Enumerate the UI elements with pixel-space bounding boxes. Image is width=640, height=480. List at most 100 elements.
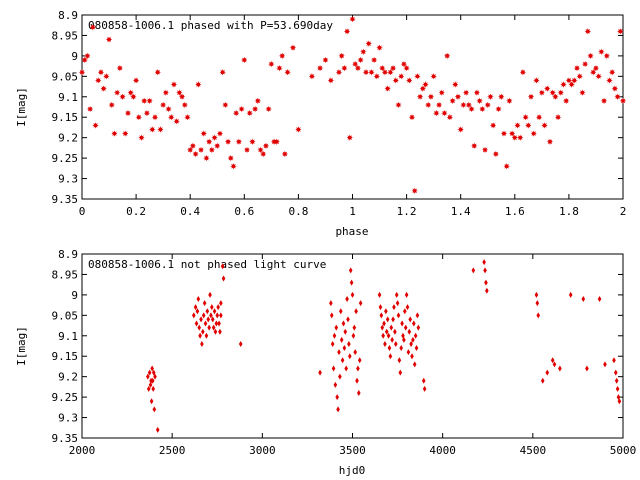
unphased-data-point (485, 287, 489, 294)
phased-data-point (495, 105, 502, 113)
unphased-data-point (405, 304, 410, 311)
phased-data-point (149, 126, 156, 133)
phased-data-point (395, 101, 402, 109)
phased-data-point (403, 64, 410, 72)
unphased-data-point (339, 336, 344, 343)
unphased-data-point (217, 320, 221, 327)
phased-data-point (187, 146, 194, 154)
phased-y-axis-label: I[mag] (15, 87, 28, 127)
phased-data-point (95, 77, 102, 84)
unphased-data-point (393, 328, 397, 335)
phased-data-point (573, 64, 581, 72)
phased-data-point (576, 73, 583, 80)
unphased-data-point (383, 340, 387, 347)
unphased-data-point (391, 316, 395, 323)
unphased-data-point (335, 394, 339, 401)
phased-data-point (587, 52, 594, 60)
phased-data-point (441, 109, 448, 117)
unphased-data-point (357, 357, 362, 364)
phased-data-point (81, 56, 88, 64)
phased-data-point (476, 97, 483, 105)
phased-data-point (433, 109, 440, 117)
phased-data-point (178, 93, 186, 100)
unphased-data-point (413, 332, 418, 339)
phased-data-point (251, 105, 259, 113)
phased-data-point (457, 126, 464, 133)
phased-data-point (492, 150, 500, 158)
phased-y-tick-label: 9.25 (52, 152, 79, 165)
unphased-data-point (318, 369, 322, 376)
unphased-data-point (390, 336, 394, 343)
phased-data-point (430, 73, 437, 80)
phased-data-point (544, 85, 551, 92)
unphased-data-point (534, 291, 539, 298)
phased-data-point (603, 52, 610, 60)
unphased-light-curve-panel: 080858-1006.1 not phased light curve hjd… (15, 248, 636, 477)
phased-data-point (184, 114, 191, 121)
phased-data-point (122, 130, 129, 137)
phased-data-point (224, 138, 232, 145)
phased-data-point (571, 77, 578, 84)
phased-y-tick-label: 9.35 (52, 193, 79, 206)
unphased-data-point (149, 398, 154, 405)
unphased-data-point (412, 361, 417, 368)
phased-data-point (425, 101, 432, 109)
phased-data-point (197, 146, 205, 154)
unphased-data-point (147, 369, 152, 376)
phased-data-point (454, 93, 462, 100)
unphased-data-point (338, 308, 343, 315)
phased-data-point (268, 60, 275, 68)
phased-data-point (435, 101, 443, 109)
unphased-data-point (414, 345, 419, 352)
unphased-x-tick-label: 3500 (339, 444, 366, 457)
unphased-data-point (209, 312, 213, 319)
phased-data-point (370, 56, 378, 64)
phased-data-point (500, 130, 508, 137)
unphased-data-point (471, 267, 476, 274)
unphased-data-point (385, 316, 390, 323)
unphased-data-point (146, 373, 150, 380)
unphased-data-point (357, 390, 361, 397)
unphased-data-point (355, 377, 359, 384)
unphased-data-point (206, 316, 211, 323)
unphased-data-point (349, 279, 354, 286)
unphased-data-point (342, 345, 347, 352)
phased-chart-title: 080858-1006.1 phased with P=53.690day (88, 19, 333, 32)
phased-y-tick-label: 9.3 (58, 173, 78, 186)
unphased-y-tick-label: 9.05 (52, 309, 79, 322)
phased-data-point (84, 52, 91, 60)
phased-data-point (517, 134, 524, 141)
phased-data-point (232, 109, 240, 117)
phased-data-point (438, 89, 445, 96)
unphased-data-point (394, 291, 399, 298)
unphased-data-point (343, 328, 348, 335)
unphased-data-point (380, 324, 385, 331)
phased-data-point (78, 69, 86, 76)
unphased-data-point (196, 295, 201, 302)
phased-data-point (419, 85, 427, 92)
unphased-data-point (396, 312, 401, 319)
phased-data-point (254, 97, 262, 105)
phased-data-point (162, 89, 170, 96)
phased-data-point (86, 105, 94, 113)
phased-data-point (205, 138, 213, 145)
unphased-y-tick-label: 9.15 (52, 350, 79, 363)
unphased-x-tick-label: 4500 (520, 444, 547, 457)
unphased-y-axis-label: I[mag] (15, 326, 28, 366)
unphased-data-point (204, 332, 209, 339)
phased-data-point (327, 77, 335, 84)
phased-data-point (108, 101, 115, 109)
unphased-data-point (558, 365, 562, 372)
unphased-data-point (483, 267, 487, 274)
unphased-data-point (386, 332, 391, 339)
unphased-chart-title: 080858-1006.1 not phased light curve (88, 258, 326, 271)
phased-data-point (503, 163, 510, 170)
unphased-data-point (545, 369, 550, 376)
phased-data-point (581, 60, 589, 68)
unphased-y-tick-label: 9.2 (58, 371, 78, 384)
phased-data-point (511, 134, 518, 141)
phased-x-tick-label: 0.2 (126, 205, 146, 218)
phased-data-point (389, 64, 397, 72)
phased-data-point (105, 36, 113, 43)
unphased-data-point (581, 295, 586, 302)
